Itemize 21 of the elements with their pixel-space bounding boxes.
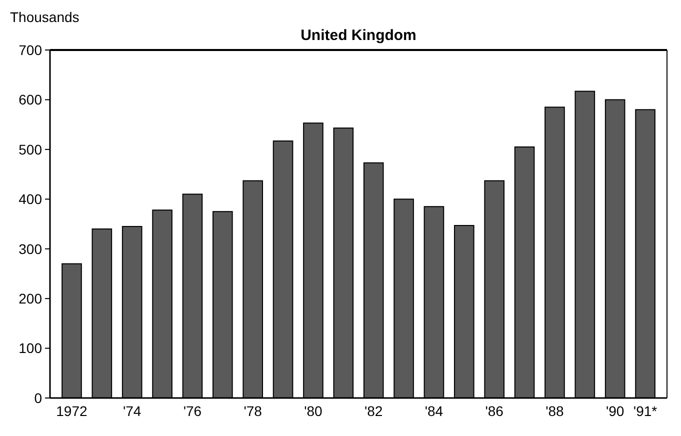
x-tick-label: '78 (244, 403, 262, 419)
y-tick-label: 0 (34, 390, 42, 406)
y-tick-label: 500 (18, 141, 42, 158)
x-tick-label: '86 (485, 403, 504, 419)
x-tick-label: '84 (424, 403, 444, 419)
x-tick-label: 1972 (56, 403, 88, 419)
y-tick-label: 100 (18, 340, 42, 356)
x-tick-label: '90 (606, 403, 624, 419)
x-tick-label: '80 (304, 403, 323, 419)
y-tick-label: 700 (18, 42, 42, 58)
y-tick-label: 300 (18, 240, 42, 257)
y-tick-label: 600 (18, 92, 42, 108)
x-tick-label: '91* (633, 403, 658, 419)
x-tick-label: '74 (122, 403, 142, 419)
y-tick-label: 200 (18, 290, 42, 306)
y-axis-title: Thousands (10, 9, 80, 25)
y-tick-label: 400 (18, 191, 42, 208)
x-tick-label: '88 (546, 403, 564, 419)
x-tick-label: '76 (183, 403, 202, 419)
x-tick-label: '82 (364, 403, 383, 419)
chart-title: United Kingdom (300, 27, 416, 44)
